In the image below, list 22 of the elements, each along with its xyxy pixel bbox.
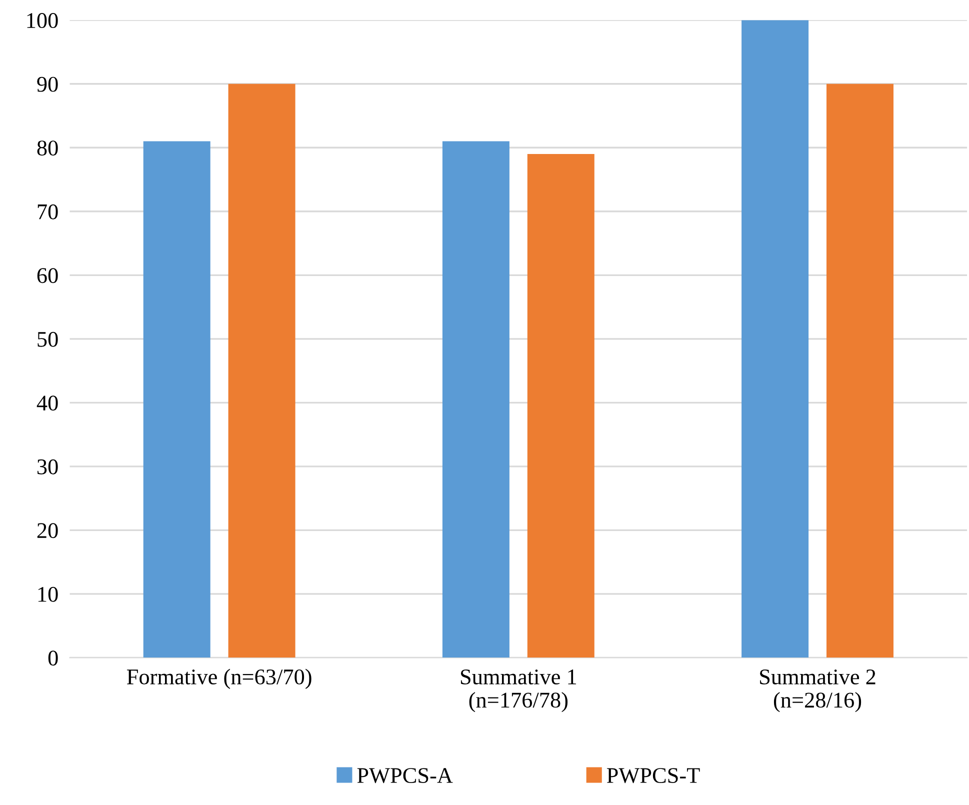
- legend-label: PWPCS-T: [606, 768, 700, 784]
- bar: [228, 84, 296, 658]
- legend-label: PWPCS-A: [357, 768, 453, 784]
- y-tick-label: 10: [38, 586, 58, 602]
- y-tick-label: 40: [36, 396, 58, 411]
- y-tick-label: 80: [37, 140, 58, 156]
- y-tick-label: 0: [48, 650, 58, 666]
- y-tick-label: 20: [37, 523, 58, 538]
- bar: [527, 154, 594, 658]
- bar: [442, 141, 510, 658]
- bar: [826, 84, 894, 658]
- y-tick-label: 100: [27, 13, 58, 28]
- y-tick-label: 50: [38, 332, 58, 347]
- y-tick-label: 90: [37, 76, 58, 92]
- y-tick-label: 70: [38, 204, 58, 220]
- y-tick-label: 60: [37, 268, 58, 284]
- bar: [143, 141, 210, 658]
- bar: [742, 20, 809, 658]
- x-tick-label: Formative (n=63/70): [126, 668, 312, 689]
- x-tick-label: Summative 1 (n=176/78): [460, 670, 576, 712]
- y-tick-label: 30: [37, 459, 58, 474]
- x-tick-label: Summative 2 (n=28/16): [760, 670, 876, 712]
